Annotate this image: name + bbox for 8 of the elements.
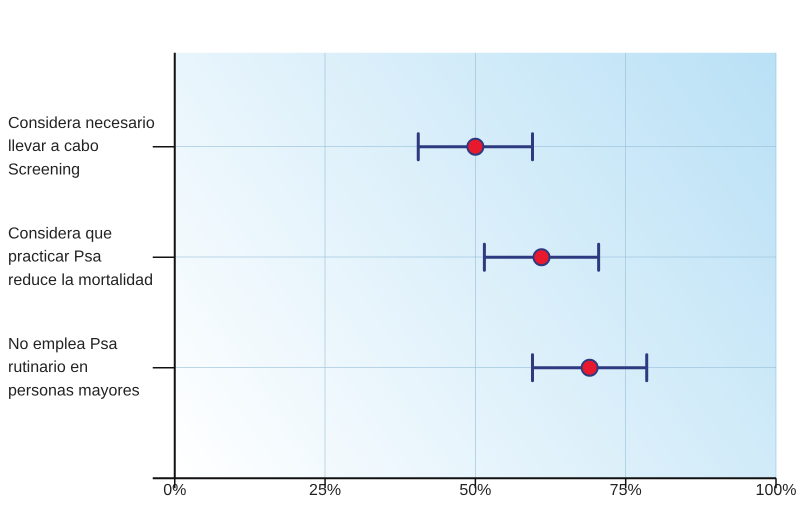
x-tick-label: 25%	[309, 482, 342, 500]
x-tick-label: 0%	[163, 482, 186, 500]
y-tick-label: Considera necesario llevar a cabo Screening	[8, 114, 155, 178]
y-tick-label: No emplea Psa rutinario en personas mayores	[8, 336, 140, 400]
x-tick-label: 100%	[756, 482, 796, 500]
x-tick-label: 50%	[459, 482, 492, 500]
x-tick-label: 75%	[610, 482, 642, 500]
y-tick-label: Considera que practicar Psa reduce la mortalidad	[8, 225, 153, 289]
